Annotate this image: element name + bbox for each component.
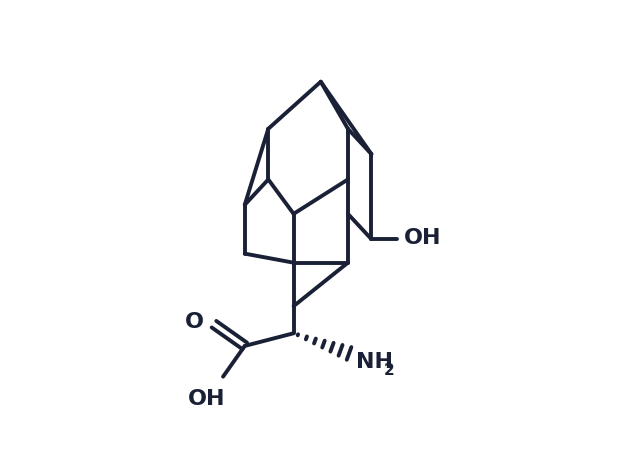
Text: OH: OH	[404, 228, 442, 248]
Text: OH: OH	[188, 389, 225, 408]
Text: NH: NH	[356, 352, 393, 372]
Text: O: O	[185, 313, 204, 332]
Text: 2: 2	[383, 363, 394, 378]
